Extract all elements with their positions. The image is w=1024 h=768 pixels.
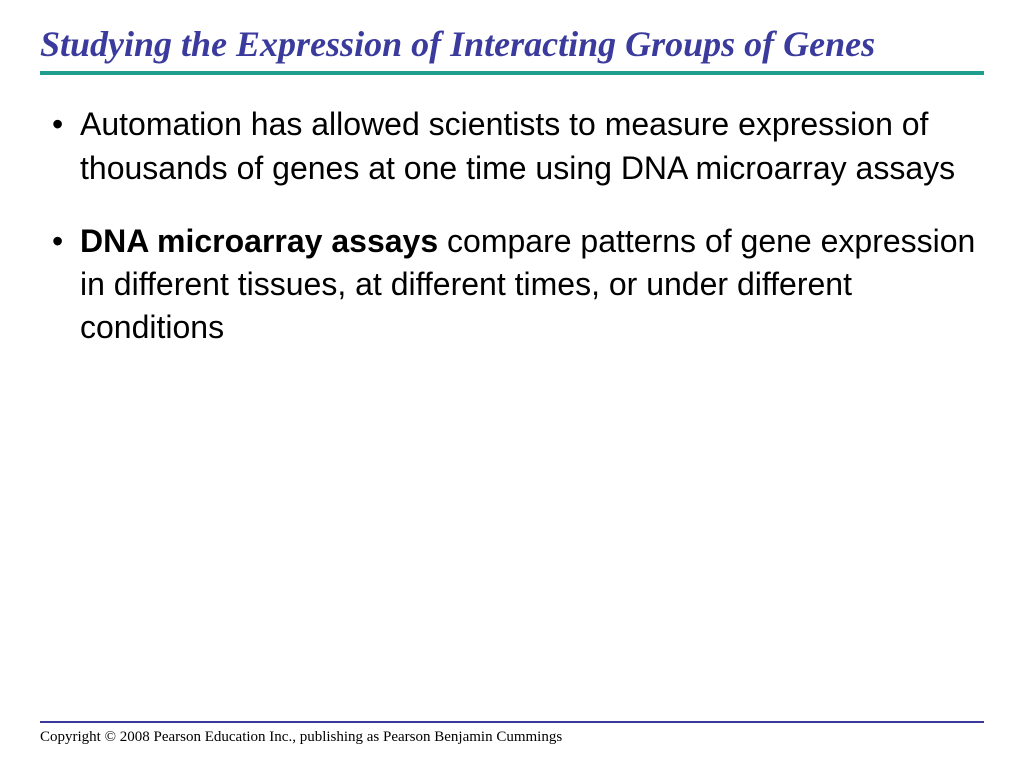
- bullet-item: DNA microarray assays compare patterns o…: [52, 220, 978, 350]
- bullet-list: Automation has allowed scientists to mea…: [52, 103, 978, 349]
- slide-footer: Copyright © 2008 Pearson Education Inc.,…: [40, 721, 984, 746]
- bullet-item: Automation has allowed scientists to mea…: [52, 103, 978, 189]
- slide: Studying the Expression of Interacting G…: [0, 0, 1024, 768]
- bullet-text-post: Automation has allowed scientists to mea…: [80, 106, 955, 185]
- slide-title: Studying the Expression of Interacting G…: [40, 24, 984, 65]
- footer-divider: [40, 721, 984, 723]
- copyright-text: Copyright © 2008 Pearson Education Inc.,…: [40, 729, 984, 746]
- slide-content: Automation has allowed scientists to mea…: [40, 75, 984, 349]
- bullet-text-bold: DNA microarray assays: [80, 223, 438, 259]
